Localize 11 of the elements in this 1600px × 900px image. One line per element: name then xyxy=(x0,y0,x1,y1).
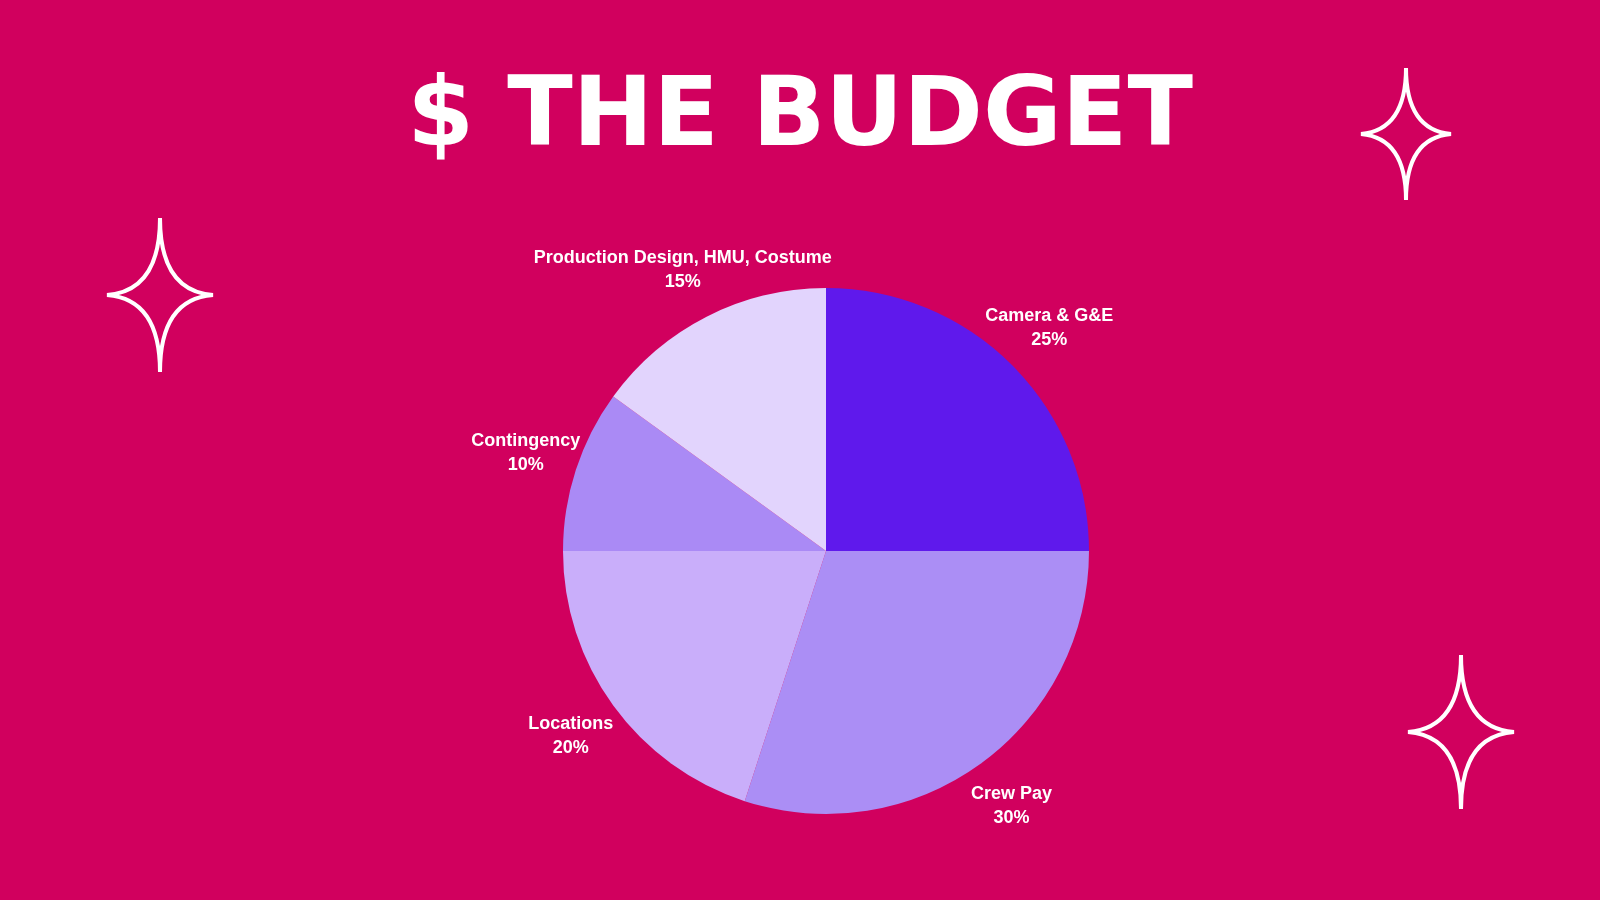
slice-label: Locations xyxy=(528,713,614,734)
data-label: 30% xyxy=(993,807,1030,828)
slice-label: Crew Pay xyxy=(970,783,1053,804)
data-label: 25% xyxy=(1031,328,1068,349)
data-label: 15% xyxy=(664,270,701,291)
data-label: 20% xyxy=(552,737,589,758)
chart-title: $ THE BUDGET xyxy=(406,56,1194,168)
slice-label: Contingency xyxy=(471,430,581,451)
data-label: 10% xyxy=(507,454,544,475)
slice-label: Camera & G&E xyxy=(985,304,1114,325)
slice-label: Production Design, HMU, Costume xyxy=(533,246,832,267)
